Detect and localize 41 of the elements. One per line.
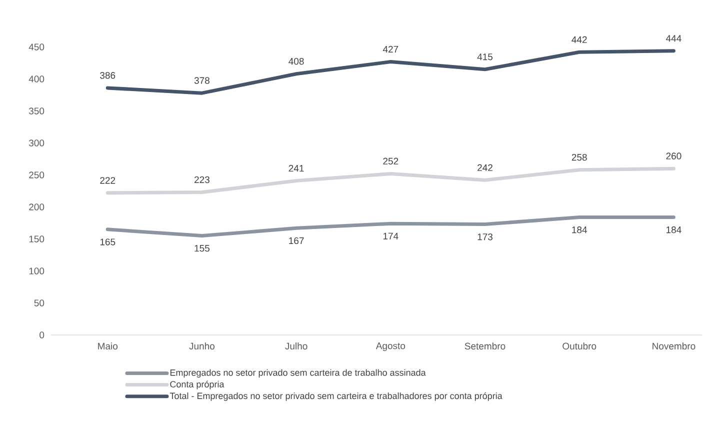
x-tick-label: Junho	[189, 342, 215, 350]
data-label: 184	[666, 226, 682, 234]
data-label: 252	[383, 158, 398, 165]
y-tick-label: 200	[29, 204, 44, 210]
data-label: 444	[666, 35, 682, 42]
data-label: 223	[194, 176, 210, 184]
data-label: 442	[572, 36, 587, 43]
y-tick-label: 250	[29, 172, 44, 178]
y-tick-label: 350	[28, 108, 44, 114]
x-tick-label: Setembro	[464, 342, 506, 350]
data-label: 173	[478, 233, 493, 240]
data-label: 222	[100, 177, 116, 184]
data-label: 174	[383, 232, 398, 240]
x-tick-label: Agosto	[376, 342, 406, 352]
y-tick-label: 0	[40, 332, 44, 338]
x-tick-label: Maio	[98, 342, 118, 350]
data-label: 378	[194, 77, 210, 84]
data-label: 258	[572, 154, 587, 161]
y-tick-label: 150	[29, 236, 44, 242]
x-tick-label: Outubro	[562, 342, 596, 350]
x-tick-label: Novembro	[652, 342, 696, 350]
y-tick-label: 450	[28, 44, 44, 50]
x-tick-label: Julho	[285, 342, 308, 350]
y-tick-label: 50	[34, 300, 44, 306]
data-label: 241	[288, 164, 304, 172]
data-label: 167	[289, 237, 304, 244]
data-label: 165	[100, 238, 116, 246]
data-label: 427	[382, 46, 398, 53]
legend-label: Conta própria	[170, 380, 224, 390]
legend-label: Total - Empregados no setor privado sem carteira e trabalhadores por conta própria	[170, 392, 502, 401]
data-label: 155	[194, 244, 210, 252]
data-label: 415	[477, 54, 493, 60]
y-tick-label: 100	[29, 268, 44, 274]
data-label: 386	[100, 72, 116, 79]
data-label: 260	[666, 152, 682, 160]
legend-label: Empregados no setor privado sem carteira de trabalho assinada	[170, 369, 426, 378]
data-label: 242	[478, 164, 492, 171]
data-label: 408	[288, 58, 304, 65]
data-label: 184	[572, 226, 587, 234]
y-tick-label: 300	[28, 140, 44, 146]
y-tick-label: 400	[28, 76, 44, 82]
